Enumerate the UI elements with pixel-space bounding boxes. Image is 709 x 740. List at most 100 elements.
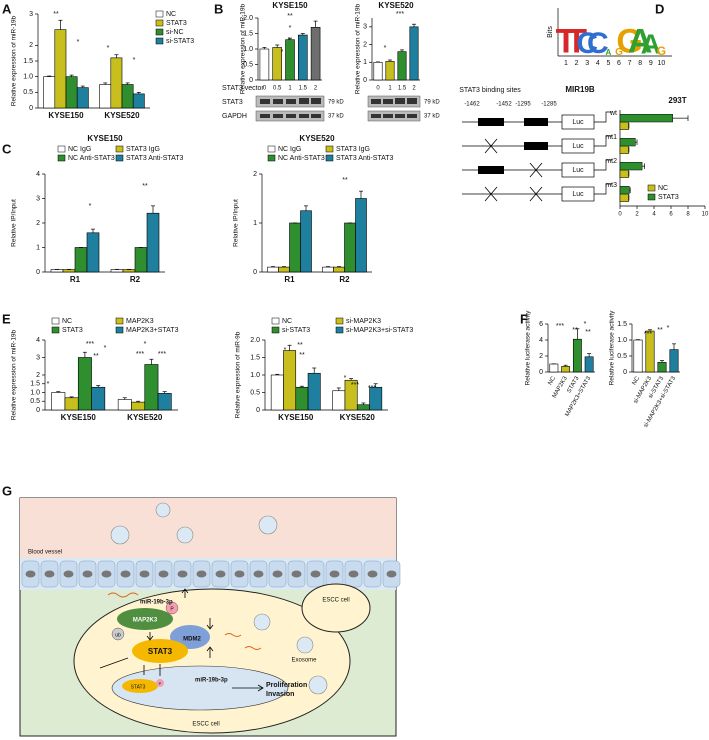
binding-site [478,118,504,126]
panel-label: B [214,1,223,16]
legend-label: NC [658,185,668,192]
bar [344,222,356,273]
bar [134,247,148,273]
bar [356,404,370,411]
x-tick-label: KYSE520 [127,413,163,422]
x-tick-label: KYSE150 [278,413,314,422]
y-tick-label: 0.5 [250,389,260,396]
y-tick-label: 4 [36,171,40,178]
vessel-nucleus [63,570,74,578]
blot-label: STAT3 [222,99,243,106]
model-label: Blood vessel [28,550,62,556]
motif-letter: A [606,48,612,57]
y-tick-label: 2.0 [243,15,253,22]
motif-letter: G [657,44,666,58]
site-position: -1462 [464,102,480,108]
construct-arrow [594,135,612,147]
model-label: miR-19b-3p [195,678,228,684]
significance: *** [396,11,404,18]
construct-arrow [594,159,612,171]
x-tick-label: 1 [288,86,292,92]
significance: * [144,341,147,348]
y-tick-label: 0 [253,269,257,276]
bar [121,84,134,109]
site-position: -1452 [496,102,512,108]
x-tick-label: R2 [339,275,350,284]
significance: * [89,203,92,210]
x-tick-label: 2 [635,212,639,218]
panel-label: F [520,311,528,326]
bar [99,84,112,109]
y-tick-label: 1.0 [23,74,33,81]
vessel-nucleus [253,570,264,578]
model-label: Invasion [266,691,294,698]
x-tick-label: R1 [284,275,295,284]
legend-label: NC Anti-STAT3 [68,155,115,162]
motif-position: 7 [628,60,632,67]
model-label: miR-19b-3p [140,600,173,606]
bar [310,26,321,81]
bar [295,386,309,411]
mutation-mark [484,138,498,154]
x-tick-label: R2 [130,275,141,284]
model-label: P [159,681,162,686]
y-tick-label: 0 [36,407,40,414]
bar [278,266,290,273]
chart-title: KYSE150 [87,134,123,143]
significance: ** [657,327,663,334]
legend-swatch [335,326,344,334]
significance: *** [556,323,564,330]
gene-name: MIR19B [565,85,595,94]
vessel-nucleus [310,570,321,578]
vessel-nucleus [367,570,378,578]
bar [65,76,78,109]
significance: ** [585,329,591,336]
construct-arrow [594,111,612,123]
significance: * [104,345,107,352]
panel-label: G [2,483,12,498]
motif-position: 3 [585,60,589,67]
chart-title: KYSE150 [272,1,308,10]
y-tick-label: 1.0 [250,372,260,379]
legend-label: NC IgG [68,146,91,153]
y-tick-label: 2.0 [250,337,260,344]
y-tick-label: 1 [253,220,257,227]
bar [131,401,146,411]
legend-label: STAT3 [166,20,187,27]
y-axis-label: Relative luciferase activity [525,310,532,386]
y-tick-label: 2 [36,220,40,227]
bar [549,363,559,373]
legend-swatch [647,184,656,192]
y-tick-label: 2 [29,42,33,49]
site-position: -1295 [515,102,531,108]
model-label: P [170,606,174,612]
significance: *** [351,382,359,389]
bar [561,366,571,373]
y-axis-label: Relative expression of miR-19b [240,3,247,94]
construct-arrow [594,183,612,195]
vessel-nucleus [329,570,340,578]
bar [322,266,334,273]
legend-label: STAT3 IgG [126,146,160,153]
vessel-nucleus [25,570,36,578]
model-diagram [19,497,401,737]
y-tick-label: 0 [539,369,543,376]
x-tick-label: 2 [412,86,416,92]
legend-label: STAT3 Anti-STAT3 [126,155,184,162]
bar [43,76,56,109]
legend-label: STAT3 [62,327,83,334]
model-label: ESCC cell [192,722,219,728]
significance: * [47,381,50,388]
significance: *** [158,351,166,358]
vessel-nucleus [120,570,131,578]
promoter-title: STAT3 binding sites [459,87,521,94]
western-blot [255,95,421,122]
significance: *** [368,385,376,392]
vessel-nucleus [158,570,169,578]
legend-label: si-STAT3 [282,327,310,334]
x-tick-label: NC [547,375,557,386]
motif-letter: C [587,27,609,60]
legend-swatch [335,317,344,325]
significance: ** [93,353,99,360]
